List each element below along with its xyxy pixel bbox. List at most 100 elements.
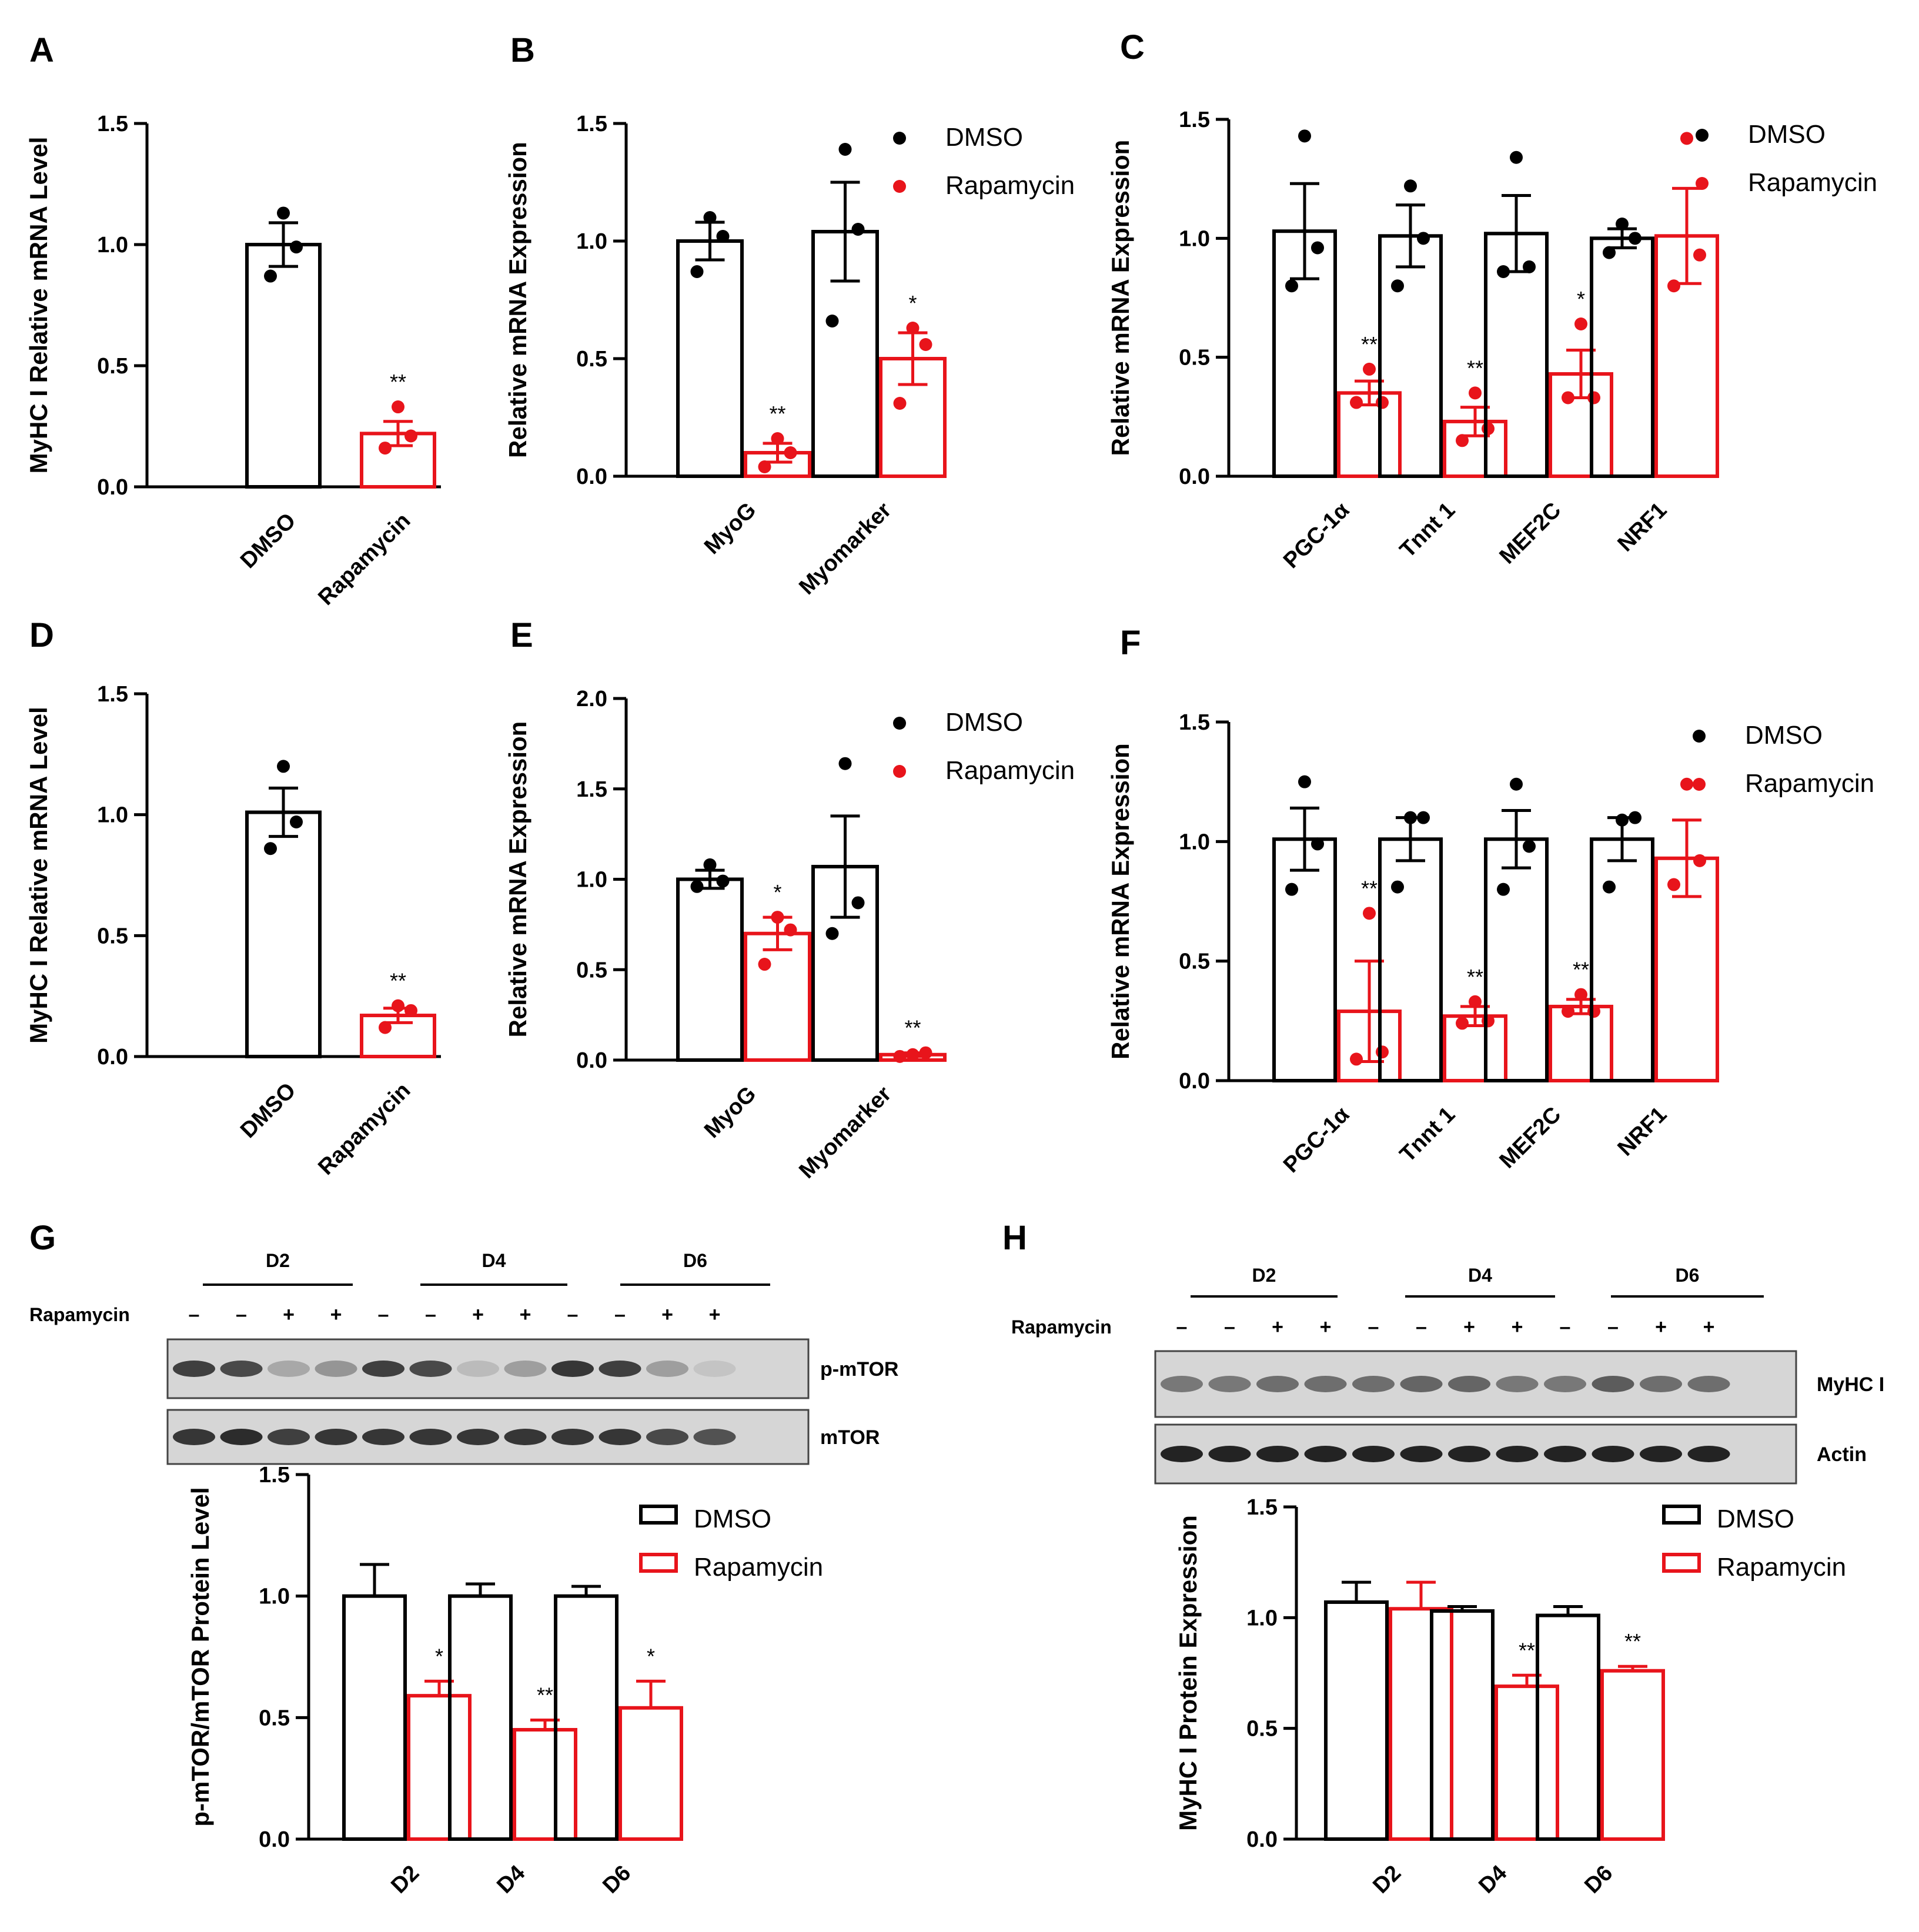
data-point-dmso (838, 757, 852, 770)
blot-band (646, 1429, 688, 1445)
legend-label: DMSO (1748, 120, 1826, 149)
panel-label: G (29, 1219, 56, 1257)
data-point-dmso (1298, 775, 1311, 788)
data-point-rapamycin (1574, 317, 1587, 331)
data-point-dmso (264, 269, 277, 283)
significance-marker: ** (390, 969, 406, 993)
bar-rapamycin (619, 1706, 683, 1841)
panel-label: F (1120, 624, 1141, 662)
blot-band (1304, 1376, 1347, 1392)
data-point-dmso (277, 760, 290, 773)
x-tick-label: Tnnt 1 (1395, 498, 1460, 563)
blot-band (1687, 1446, 1730, 1462)
lane-sign: – (1607, 1316, 1619, 1338)
data-point-dmso (690, 880, 704, 893)
blot-band (1640, 1376, 1682, 1392)
bar-dmso (1378, 837, 1443, 1083)
data-point-dmso (1391, 880, 1404, 894)
data-point-dmso (1497, 265, 1510, 278)
data-point-dmso (825, 927, 839, 940)
data-point-rapamycin (1667, 878, 1680, 891)
data-point-rapamycin (1482, 1014, 1495, 1028)
significance-marker: * (1577, 287, 1585, 311)
x-tick-label: D4 (492, 1861, 530, 1898)
legend-label: Rapamycin (945, 171, 1075, 200)
significance-marker: * (647, 1644, 655, 1668)
y-tick-label: 0.5 (97, 924, 128, 948)
legend-marker-dmso (1693, 730, 1706, 743)
data-point-rapamycin (784, 923, 797, 937)
data-point-dmso (1629, 232, 1641, 245)
blot-band (1592, 1376, 1634, 1392)
blot-band (362, 1361, 404, 1377)
x-tick-label: MyoG (700, 498, 761, 559)
data-point-dmso (1417, 811, 1430, 824)
y-tick-label: 0.0 (576, 1048, 607, 1073)
lane-sign: – (236, 1303, 247, 1326)
y-tick-label: 0.0 (97, 1045, 128, 1069)
lane-sign: + (1320, 1316, 1332, 1338)
lane-sign: + (661, 1303, 673, 1326)
y-tick-label: 1.0 (576, 229, 607, 254)
y-tick-label: 1.0 (1246, 1606, 1278, 1630)
legend-marker-rapamycin (1693, 778, 1706, 791)
blot-band (693, 1361, 736, 1377)
legend-marker-rapamycin (1662, 1553, 1701, 1573)
bar-dmso (1484, 837, 1549, 1083)
data-point-rapamycin (1680, 132, 1693, 145)
y-tick-label: 0.0 (259, 1827, 290, 1852)
bar-dmso (1590, 236, 1654, 478)
blot-band (1161, 1376, 1203, 1392)
blot-band (220, 1361, 263, 1377)
data-point-rapamycin (1562, 391, 1574, 405)
bar-dmso (245, 810, 322, 1058)
blot-band (599, 1429, 641, 1445)
blot-row-label: MyHC I (1817, 1373, 1884, 1396)
blot-band (173, 1429, 215, 1445)
lane-sign: – (425, 1303, 436, 1326)
legend-marker-dmso (1696, 129, 1709, 142)
data-point-dmso (1311, 241, 1324, 255)
lane-sign: – (1176, 1316, 1188, 1338)
y-tick-label: 1.5 (259, 1463, 290, 1488)
lane-sign: – (1368, 1316, 1379, 1338)
blot-band (409, 1429, 452, 1445)
blot-group-label: D4 (1468, 1265, 1492, 1286)
legend-label: DMSO (694, 1505, 771, 1533)
panel-label: H (1002, 1219, 1027, 1257)
significance-marker: * (435, 1644, 443, 1668)
bar-rapamycin (744, 931, 811, 1062)
data-point-rapamycin (1587, 391, 1600, 405)
y-axis-label: MyHC I Relative mRNA Level (25, 137, 52, 474)
significance-marker: ** (1361, 332, 1378, 356)
blot-band (220, 1429, 263, 1445)
data-point-rapamycin (1680, 777, 1693, 791)
blot-group-label: D6 (1676, 1265, 1700, 1286)
data-point-rapamycin (919, 1046, 932, 1059)
data-point-rapamycin (379, 1021, 392, 1034)
bar-dmso (676, 239, 744, 478)
blot-band (599, 1361, 641, 1377)
x-tick-label: Tnnt 1 (1395, 1102, 1460, 1167)
y-tick-label: 0.5 (1246, 1717, 1278, 1742)
y-axis-label: MyHC I Relative mRNA Level (25, 707, 52, 1044)
y-tick-label: 0.5 (576, 958, 607, 982)
blot-group-label: D6 (683, 1250, 707, 1271)
data-point-dmso (290, 240, 303, 254)
x-tick-label: D2 (1368, 1861, 1406, 1898)
blot-group-label: D4 (482, 1250, 506, 1271)
lane-sign: + (1463, 1316, 1475, 1338)
blot-band (315, 1361, 357, 1377)
legend-label: DMSO (945, 123, 1023, 152)
y-tick-label: 1.5 (1246, 1495, 1278, 1520)
blot-band (173, 1361, 215, 1377)
significance-marker: ** (1573, 958, 1589, 982)
bar-dmso (448, 1594, 513, 1841)
data-point-rapamycin (379, 442, 392, 455)
legend-label: Rapamycin (945, 756, 1075, 785)
y-axis-label: p-mTOR/mTOR Protein Level (186, 1487, 214, 1826)
blot-row-label: p-mTOR (820, 1358, 898, 1381)
blot-band (362, 1429, 404, 1445)
blot-band (1256, 1446, 1299, 1462)
